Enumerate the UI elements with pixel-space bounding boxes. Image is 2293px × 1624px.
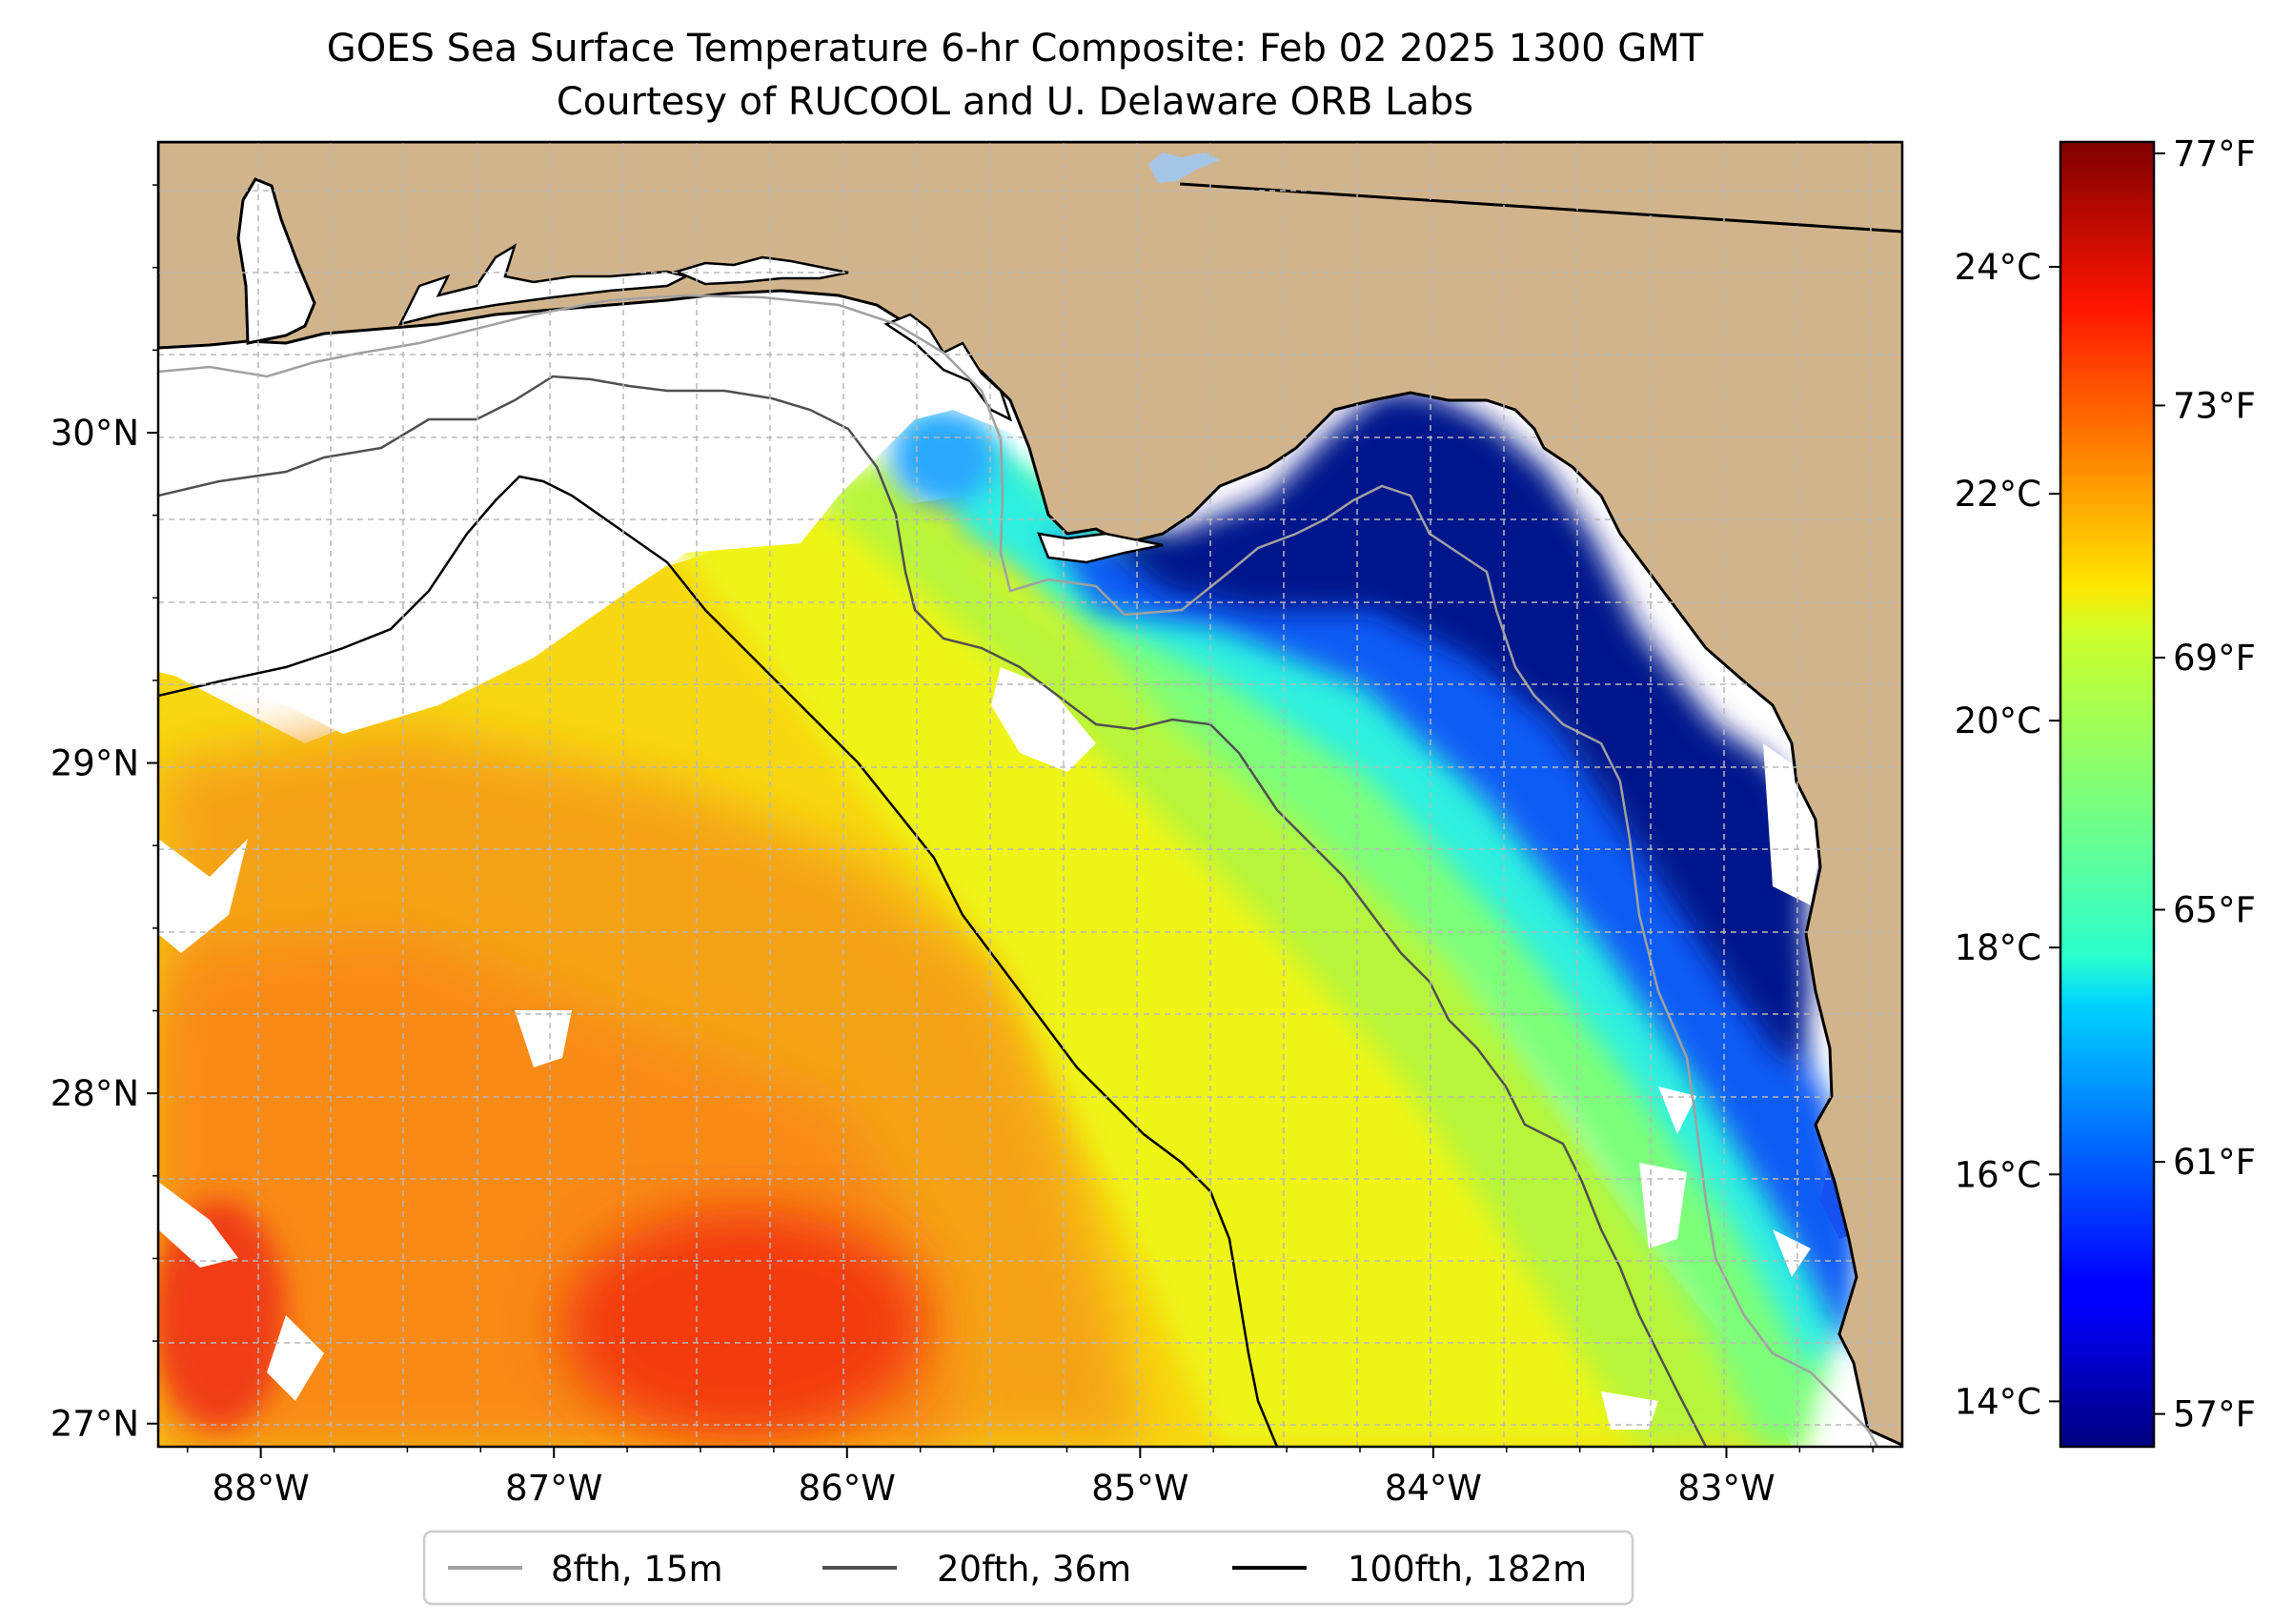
land-mass [158,142,1902,1447]
map-axes: 88°W 87°W 86°W 85°W 84°W 83°W 27°N 28°N 29°N 30°N [51,184,1874,1509]
lon-tick-label: 85°W [1091,1468,1188,1509]
map-gridlines [158,142,1902,1447]
celsius-tick-label: 14°C [1955,1381,2041,1422]
celsius-tick-label: 20°C [1955,700,2041,741]
map-frame [156,140,1904,1449]
lat-tick-label: 28°N [51,1073,139,1114]
legend-label-8fth: 8fth, 15m [551,1549,723,1590]
colorbar-axes: 14°C 16°C 18°C 20°C 22°C 24°C 57°F 61°F 65°F 69°F… [1955,133,2256,1435]
fahrenheit-tick-label: 73°F [2173,385,2256,426]
fahrenheit-tick-label: 69°F [2173,638,2256,679]
apalachicola-bay [1037,532,1164,564]
lon-tick-label: 88°W [213,1468,310,1509]
legend-frame [422,1530,1634,1606]
celsius-tick-label: 24°C [1955,247,2041,288]
figure-title: GOES Sea Surface Temperature 6-hr Compos… [327,27,1704,71]
colorbar [2059,140,2156,1449]
lon-tick-label: 83°W [1677,1468,1775,1509]
lon-tick-label: 84°W [1385,1468,1482,1509]
celsius-tick-label: 16°C [1955,1154,2041,1195]
lon-tick-label: 87°W [505,1468,602,1509]
contour-8fth [158,294,1879,1447]
lat-tick-label: 29°N [51,743,139,784]
lat-tick-label: 30°N [51,413,139,454]
choctawhatchee-bay [673,255,849,286]
fahrenheit-tick-label: 65°F [2173,890,2256,931]
mobile-bay [236,177,316,345]
lat-tick-label: 27°N [51,1404,139,1445]
map-panel [158,142,1902,1447]
lon-tick-label: 86°W [799,1468,896,1509]
state-boundary [1179,182,1902,233]
depth-contours [158,294,1879,1447]
contour-20fth [158,375,1708,1447]
fahrenheit-tick-label: 77°F [2173,133,2256,174]
inland-lake [1148,152,1220,183]
pensacola-bay [397,243,690,326]
fahrenheit-tick-label: 61°F [2173,1142,2256,1183]
figure-subtitle: Courtesy of RUCOOL and U. Delaware ORB L… [557,80,1473,124]
celsius-tick-label: 22°C [1955,474,2041,515]
fahrenheit-tick-label: 57°F [2173,1394,2256,1435]
depth-legend: 8fth, 15m 20fth, 36m 100fth, 182m [422,1530,1634,1606]
celsius-tick-label: 18°C [1955,927,2041,968]
st-andrew-bay [883,313,1013,422]
contour-100fth [158,475,1279,1447]
legend-label-100fth: 100fth, 182m [1348,1549,1587,1590]
legend-label-20fth: 20fth, 36m [937,1549,1131,1590]
sst-field [158,391,1902,1447]
